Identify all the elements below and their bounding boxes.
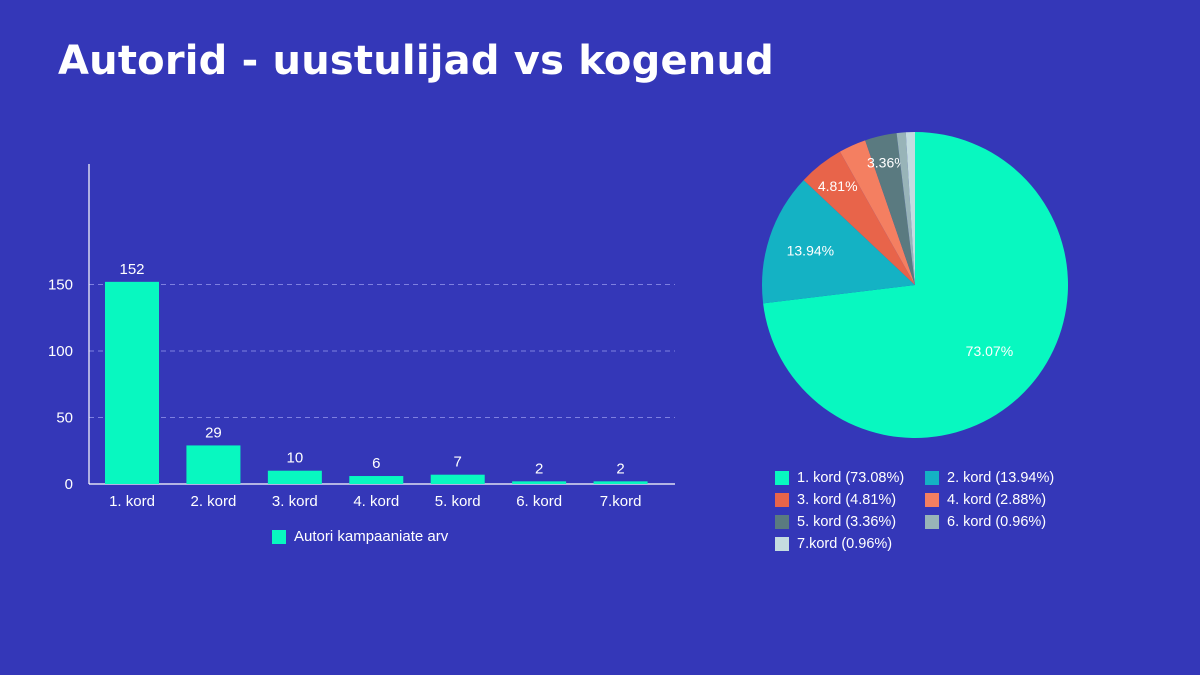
- bar: [267, 470, 322, 484]
- pie-slice: [839, 140, 915, 285]
- pie-slice: [905, 132, 915, 285]
- bar-value-label: 7: [454, 454, 462, 471]
- bar-value-label: 10: [287, 450, 304, 467]
- legend-label: 2. kord (13.94%): [947, 470, 1055, 486]
- bar-chart: 0 50 100 150 152 1. kord 29 2. kord 10 3. kord 6 4.…: [48, 164, 675, 510]
- y-tick-label: 50: [56, 410, 73, 427]
- pie-data-label: 3.36%: [867, 155, 907, 171]
- x-tick-label: 2. kord: [190, 493, 236, 510]
- legend-label: 4. kord (2.88%): [947, 492, 1047, 508]
- pie-legend-item: 7.kord (0.96%): [775, 535, 925, 553]
- pie-slice: [763, 132, 1068, 438]
- legend-swatch: [925, 471, 939, 485]
- bar: [593, 481, 648, 484]
- bar: [512, 481, 567, 484]
- pie-legend-item: 1. kord (73.08%): [775, 469, 925, 487]
- legend-swatch: [775, 493, 789, 507]
- pie-legend-item: 4. kord (2.88%): [925, 491, 1075, 509]
- legend-swatch: [925, 515, 939, 529]
- legend-label: 5. kord (3.36%): [797, 514, 897, 530]
- pie-chart: 73.07% 13.94% 4.81% 3.36%: [762, 132, 1068, 438]
- bar-value-label: 152: [119, 261, 144, 278]
- pie-slice: [896, 132, 915, 285]
- x-tick-label: 6. kord: [516, 493, 562, 510]
- pie-data-label: 4.81%: [818, 178, 858, 194]
- pie-slice: [803, 151, 915, 285]
- bar-value-label: 29: [205, 424, 222, 441]
- x-tick-label: 5. kord: [435, 493, 481, 510]
- pie-legend-item: 2. kord (13.94%): [925, 469, 1075, 487]
- x-tick-label: 7.kord: [600, 493, 642, 510]
- pie-slice: [865, 133, 915, 285]
- legend-label: 7.kord (0.96%): [797, 536, 893, 552]
- x-tick-label: 1. kord: [109, 493, 155, 510]
- page-title: Autorid - uustulijad vs kogenud: [58, 38, 774, 84]
- bar-value-label: 2: [535, 460, 543, 477]
- y-tick-label: 100: [48, 343, 73, 360]
- bar-value-label: 6: [372, 455, 380, 472]
- bar-value-label: 2: [616, 460, 624, 477]
- bar: [349, 476, 404, 484]
- legend-label: 1. kord (73.08%): [797, 470, 905, 486]
- pie-legend-item: 3. kord (4.81%): [775, 491, 925, 509]
- x-tick-label: 4. kord: [353, 493, 399, 510]
- legend-swatch: [272, 529, 286, 544]
- pie-legend-item: 6. kord (0.96%): [925, 513, 1075, 531]
- y-tick-label: 150: [48, 277, 73, 294]
- pie-slice: [762, 180, 915, 304]
- legend-swatch: [775, 471, 789, 485]
- x-tick-label: 3. kord: [272, 493, 318, 510]
- legend-swatch: [925, 493, 939, 507]
- bar: [186, 445, 241, 484]
- legend-label: Autori kampaaniate arv: [294, 528, 449, 545]
- pie-data-label: 13.94%: [787, 243, 834, 259]
- legend-swatch: [775, 515, 789, 529]
- y-tick-label: 0: [65, 476, 73, 493]
- legend-label: 6. kord (0.96%): [947, 514, 1047, 530]
- pie-legend-item: 5. kord (3.36%): [775, 513, 925, 531]
- pie-data-label: 73.07%: [966, 343, 1013, 359]
- pie-chart-legend: 1. kord (73.08%) 2. kord (13.94%) 3. kord …: [775, 469, 1075, 553]
- legend-swatch: [775, 537, 789, 551]
- bar-chart-legend: Autori kampaaniate arv: [272, 528, 448, 545]
- legend-label: 3. kord (4.81%): [797, 492, 897, 508]
- bar: [105, 281, 159, 484]
- bar: [430, 474, 485, 484]
